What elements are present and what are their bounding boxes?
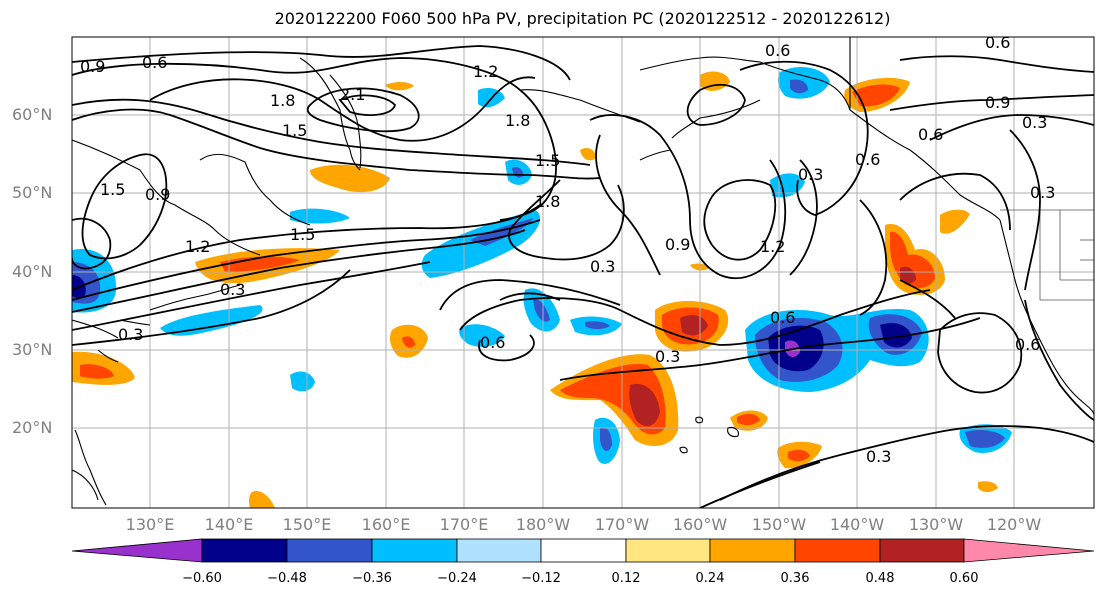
contour-label: 0.6 bbox=[480, 333, 505, 352]
contour-label: 0.6 bbox=[770, 308, 795, 327]
map-frame bbox=[71, 36, 1095, 509]
contour-label: 0.9 bbox=[145, 185, 170, 204]
colorbar-tick-label: 0.12 bbox=[611, 571, 641, 586]
contour-label: 0.9 bbox=[80, 57, 105, 76]
colorbar-tick-label: 0.24 bbox=[695, 571, 725, 586]
precipitation-shading bbox=[72, 67, 1012, 508]
political-borders bbox=[1000, 209, 1094, 301]
contour-label: 0.6 bbox=[918, 125, 943, 144]
contour-label: 1.8 bbox=[535, 192, 560, 211]
colorbar-tick-label: 0.48 bbox=[865, 571, 895, 586]
contour-label: 0.9 bbox=[985, 93, 1010, 112]
contour-label: 0.3 bbox=[798, 165, 823, 184]
colorbar-extend-low bbox=[71, 538, 203, 563]
lon-label: 130°W bbox=[908, 515, 964, 534]
colorbar-segment bbox=[540, 538, 627, 563]
colorbar-segment bbox=[709, 538, 796, 563]
contour-label: 0.6 bbox=[1015, 335, 1040, 354]
map-title: 2020122200 F060 500 hPa PV, precipitatio… bbox=[274, 9, 891, 28]
graticule bbox=[72, 37, 1094, 508]
colorbar-segment bbox=[456, 538, 542, 563]
lon-label: 170°E bbox=[439, 515, 489, 534]
contour-label: 0.3 bbox=[118, 325, 143, 344]
contour-label: 1.2 bbox=[760, 237, 785, 256]
lat-label: 20°N bbox=[12, 418, 53, 437]
colorbar bbox=[71, 538, 1095, 563]
contour-label: 1.8 bbox=[505, 111, 530, 130]
colorbar-tick-label: −0.60 bbox=[182, 571, 222, 586]
colorbar-tick-label: −0.12 bbox=[521, 571, 561, 586]
lon-label: 140°E bbox=[204, 515, 254, 534]
lon-label: 180°W bbox=[515, 515, 571, 534]
colorbar-segment bbox=[201, 538, 288, 563]
contour-label: 0.3 bbox=[1022, 113, 1047, 132]
lon-label: 120°W bbox=[986, 515, 1042, 534]
lon-label: 130°E bbox=[125, 515, 175, 534]
colorbar-segment bbox=[794, 538, 881, 563]
colorbar-segment bbox=[625, 538, 711, 563]
lon-label: 170°W bbox=[594, 515, 650, 534]
contour-label: 0.3 bbox=[1030, 183, 1055, 202]
colorbar-tick-label: −0.24 bbox=[437, 571, 477, 586]
contour-label: 0.6 bbox=[985, 33, 1010, 52]
contour-label: 0.6 bbox=[142, 53, 167, 72]
lat-label: 60°N bbox=[12, 105, 53, 124]
colorbar-extend-high bbox=[963, 538, 1095, 563]
contour-labels: 0.9 0.6 1.2 0.6 0.6 1.8 2.1 1.5 1.8 1.5 … bbox=[80, 33, 1055, 466]
contour-label: 1.2 bbox=[185, 237, 210, 256]
contour-label: 0.6 bbox=[855, 150, 880, 169]
colorbar-segment bbox=[286, 538, 373, 563]
lon-label: 160°E bbox=[361, 515, 411, 534]
contour-label: 1.5 bbox=[290, 225, 315, 244]
contour-label: 1.5 bbox=[100, 180, 125, 199]
contour-label: 1.5 bbox=[282, 121, 307, 140]
lon-label: 150°E bbox=[282, 515, 332, 534]
lat-label: 50°N bbox=[12, 183, 53, 202]
contour-label: 0.3 bbox=[590, 257, 615, 276]
colorbar-tick-label: 0.60 bbox=[949, 571, 979, 586]
contour-label: 1.8 bbox=[270, 91, 295, 110]
contour-label: 2.1 bbox=[340, 85, 365, 104]
pv-contours bbox=[72, 45, 1094, 508]
contour-label: 1.2 bbox=[473, 62, 498, 81]
contour-label: 0.3 bbox=[220, 280, 245, 299]
lat-label: 40°N bbox=[12, 262, 53, 281]
contour-label: 0.6 bbox=[765, 41, 790, 60]
colorbar-segment bbox=[371, 538, 458, 563]
lon-label: 150°W bbox=[751, 515, 807, 534]
contour-label: 0.9 bbox=[665, 235, 690, 254]
lon-label: 160°W bbox=[672, 515, 728, 534]
lat-label: 30°N bbox=[12, 340, 53, 359]
colorbar-segment bbox=[879, 538, 965, 563]
lon-label: 140°W bbox=[829, 515, 885, 534]
colorbar-tick-label: −0.36 bbox=[352, 571, 392, 586]
colorbar-tick-label: −0.48 bbox=[267, 571, 307, 586]
colorbar-tick-label: 0.36 bbox=[780, 571, 810, 586]
contour-label: 1.5 bbox=[535, 151, 560, 170]
contour-label: 0.3 bbox=[866, 447, 891, 466]
contour-label: 0.3 bbox=[655, 347, 680, 366]
